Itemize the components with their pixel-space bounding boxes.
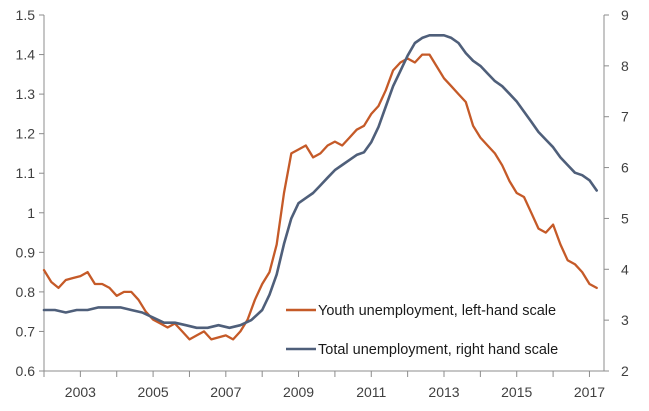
x-tick-label: 2013 bbox=[428, 384, 459, 400]
left-tick-label: 1.2 bbox=[16, 126, 36, 142]
right-tick-label: 4 bbox=[621, 261, 629, 277]
left-tick-label: 1 bbox=[27, 205, 35, 221]
right-tick-label: 6 bbox=[621, 160, 629, 176]
x-tick-label: 2009 bbox=[283, 384, 314, 400]
x-tick-label: 2015 bbox=[501, 384, 532, 400]
right-tick-label: 3 bbox=[621, 312, 629, 328]
left-tick-label: 1.5 bbox=[16, 7, 36, 23]
x-axis-ticks: 2003 2005 2007 2009 2011 2013 2015 2017 bbox=[43, 371, 605, 400]
right-tick-label: 5 bbox=[621, 210, 629, 226]
legend-label: Youth unemployment, left-hand scale bbox=[318, 303, 556, 319]
right-tick-label: 8 bbox=[621, 58, 629, 74]
x-tick-label: 2011 bbox=[356, 384, 386, 400]
chart-axes bbox=[43, 15, 605, 372]
left-axis-ticks: 0.6 0.7 0.8 0.9 1 1.1 1.2 1.3 1.4 1.5 bbox=[16, 7, 44, 379]
right-tick-label: 9 bbox=[621, 7, 629, 23]
x-tick-label: 2007 bbox=[210, 384, 241, 400]
series-group bbox=[42, 33, 599, 341]
x-tick-label: 2003 bbox=[65, 384, 96, 400]
right-tick-label: 7 bbox=[621, 109, 629, 125]
legend: Youth unemployment, left-hand scale Total… bbox=[286, 303, 558, 358]
left-tick-label: 0.7 bbox=[16, 323, 36, 339]
x-tick-label: 2017 bbox=[574, 384, 605, 400]
left-tick-label: 0.9 bbox=[16, 244, 36, 260]
left-tick-label: 1.1 bbox=[16, 165, 36, 181]
left-tick-label: 0.6 bbox=[16, 363, 36, 379]
left-tick-label: 1.3 bbox=[16, 86, 36, 102]
right-tick-label: 2 bbox=[621, 363, 629, 379]
youth-unemployment-line bbox=[42, 53, 598, 341]
left-tick-label: 1.4 bbox=[16, 47, 36, 63]
total-unemployment-line bbox=[42, 33, 599, 330]
left-tick-label: 0.8 bbox=[16, 284, 36, 300]
x-tick-label: 2005 bbox=[138, 384, 169, 400]
legend-label: Total unemployment, right hand scale bbox=[318, 342, 558, 358]
right-axis-ticks: 2 3 4 5 6 7 8 9 bbox=[604, 7, 629, 379]
